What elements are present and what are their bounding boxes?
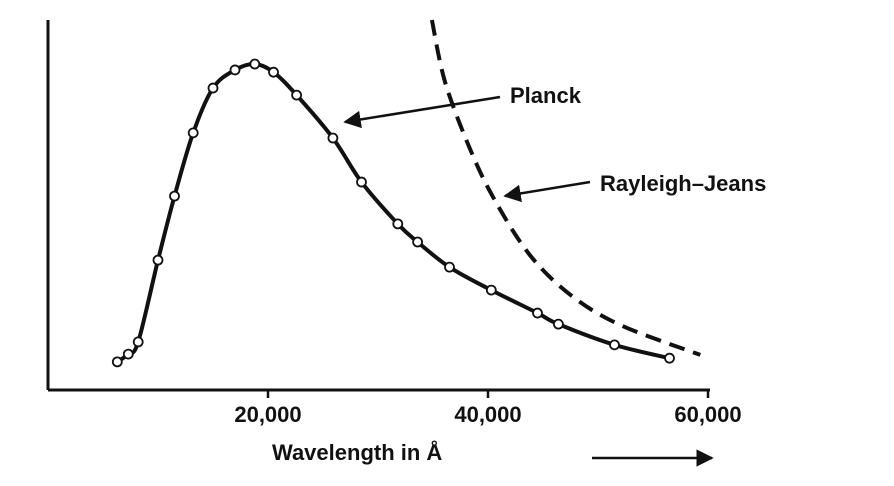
data-point (291, 89, 303, 101)
data-point (356, 176, 367, 188)
data-point (249, 58, 261, 70)
data-point (412, 236, 424, 248)
x-tick-label: 40,000 (454, 402, 521, 427)
x-axis-label: Wavelength in Å (272, 439, 442, 465)
data-point (187, 127, 199, 139)
annotation: Rayleigh–Jeans (600, 171, 766, 196)
data-point (532, 307, 543, 319)
data-point (609, 339, 620, 351)
data-point (485, 284, 497, 296)
data-point (207, 82, 219, 94)
data-point (229, 64, 241, 76)
data-point (111, 356, 123, 368)
data-point (152, 254, 164, 266)
data-point (664, 352, 675, 364)
series-line (429, 19, 701, 357)
data-point (268, 66, 279, 78)
data-point (122, 348, 134, 360)
data-point (553, 318, 564, 330)
x-tick-label: 20,000 (234, 402, 301, 427)
annotation-arrow (343, 95, 501, 129)
data-point (169, 190, 180, 202)
data-point (132, 336, 144, 348)
x-tick-label: 60,000 (674, 402, 741, 427)
series-line (116, 62, 670, 364)
annotation: Planck (510, 83, 582, 108)
data-point (327, 132, 339, 144)
annotation-arrow (503, 180, 591, 203)
data-point (392, 218, 404, 230)
data-point (444, 261, 455, 273)
